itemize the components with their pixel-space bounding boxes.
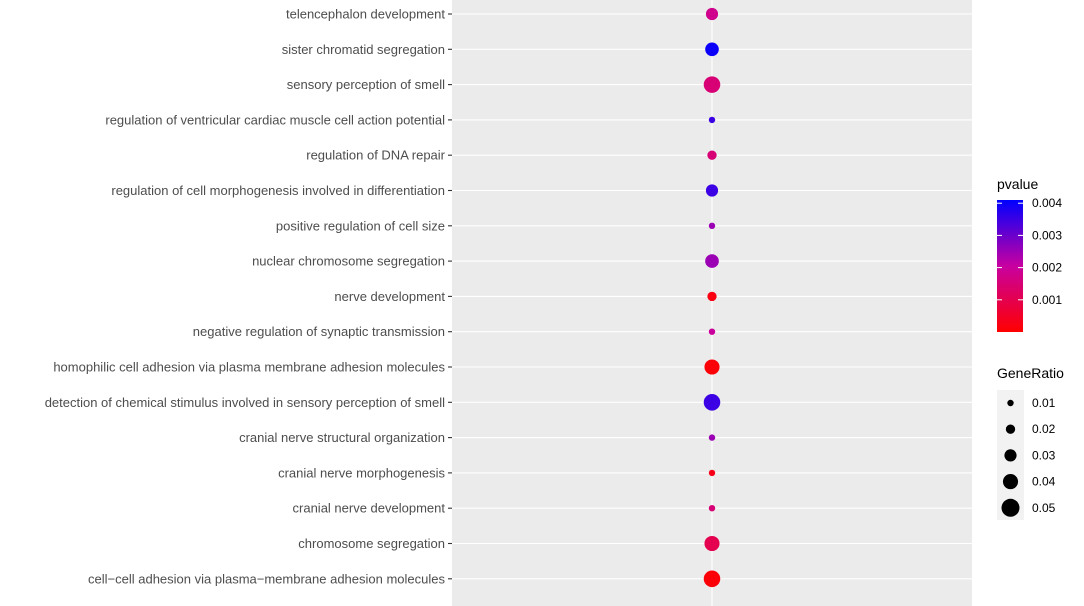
y-axis-labels: telencephalon development sister chromati… (45, 7, 452, 586)
size-legend-label: 0.03 (1032, 448, 1056, 462)
y-tick-label: cranial nerve morphogenesis (278, 465, 445, 480)
data-points (703, 7, 721, 588)
y-tick-label: nuclear chromosome segregation (252, 254, 445, 269)
data-point (703, 76, 721, 93)
size-legend-label: 0.02 (1032, 422, 1056, 436)
generatio-legend-title: GeneRatio (997, 365, 1064, 381)
data-point (708, 116, 716, 124)
data-point (705, 184, 719, 197)
pvalue-legend-title: pvalue (997, 176, 1038, 192)
data-point (703, 570, 721, 588)
generatio-legend: GeneRatio 0.01 0.02 0.03 0.04 0.05 (997, 365, 1064, 520)
pvalue-legend: pvalue 0.004 0.003 0.002 0.001 (997, 176, 1062, 332)
y-tick-label: detection of chemical stimulus involved … (45, 395, 445, 410)
data-point (707, 150, 717, 160)
data-point (707, 291, 717, 302)
data-point (704, 359, 720, 375)
data-point (705, 42, 719, 57)
size-legend-marker (1002, 474, 1019, 490)
size-legend-label: 0.01 (1032, 396, 1056, 410)
pvalue-colorbar (997, 200, 1023, 332)
y-tick-label: nerve development (334, 289, 445, 304)
data-point (708, 434, 716, 441)
y-tick-label: negative regulation of synaptic transmis… (193, 324, 445, 339)
colorbar-tick-label: 0.001 (1032, 293, 1062, 307)
y-tick-label: cell−cell adhesion via plasma−membrane a… (88, 571, 445, 586)
y-tick-label: regulation of cell morphogenesis involve… (111, 183, 445, 198)
y-tick-label: sister chromatid segregation (282, 42, 445, 57)
y-tick-label: cranial nerve development (293, 501, 446, 516)
y-tick-label: homophilic cell adhesion via plasma memb… (53, 360, 445, 375)
y-tick-label: sensory perception of smell (287, 77, 445, 92)
size-legend-marker (1007, 399, 1014, 407)
y-tick-label: positive regulation of cell size (276, 218, 445, 233)
y-tick-label: regulation of ventricular cardiac muscle… (105, 112, 445, 127)
colorbar-tick-label: 0.002 (1032, 261, 1062, 275)
y-tick-label: telencephalon development (286, 7, 445, 22)
size-legend-label: 0.05 (1032, 501, 1056, 515)
size-legend-marker (1004, 449, 1017, 462)
data-point (708, 222, 716, 229)
colorbar-tick-label: 0.004 (1032, 196, 1062, 210)
y-tick-label: chromosome segregation (298, 536, 445, 551)
data-point (704, 535, 720, 552)
data-point (708, 505, 716, 512)
y-tick-label: regulation of DNA repair (306, 148, 445, 163)
colorbar-tick-label: 0.003 (1032, 228, 1062, 242)
data-point (705, 7, 719, 21)
size-legend-marker (1001, 498, 1020, 517)
data-point (705, 254, 719, 268)
data-point (708, 469, 716, 477)
y-tick-label: cranial nerve structural organization (239, 430, 445, 445)
data-point (708, 328, 716, 335)
data-point (703, 394, 721, 411)
size-legend-label: 0.04 (1032, 475, 1056, 489)
size-legend-marker (1005, 424, 1016, 434)
